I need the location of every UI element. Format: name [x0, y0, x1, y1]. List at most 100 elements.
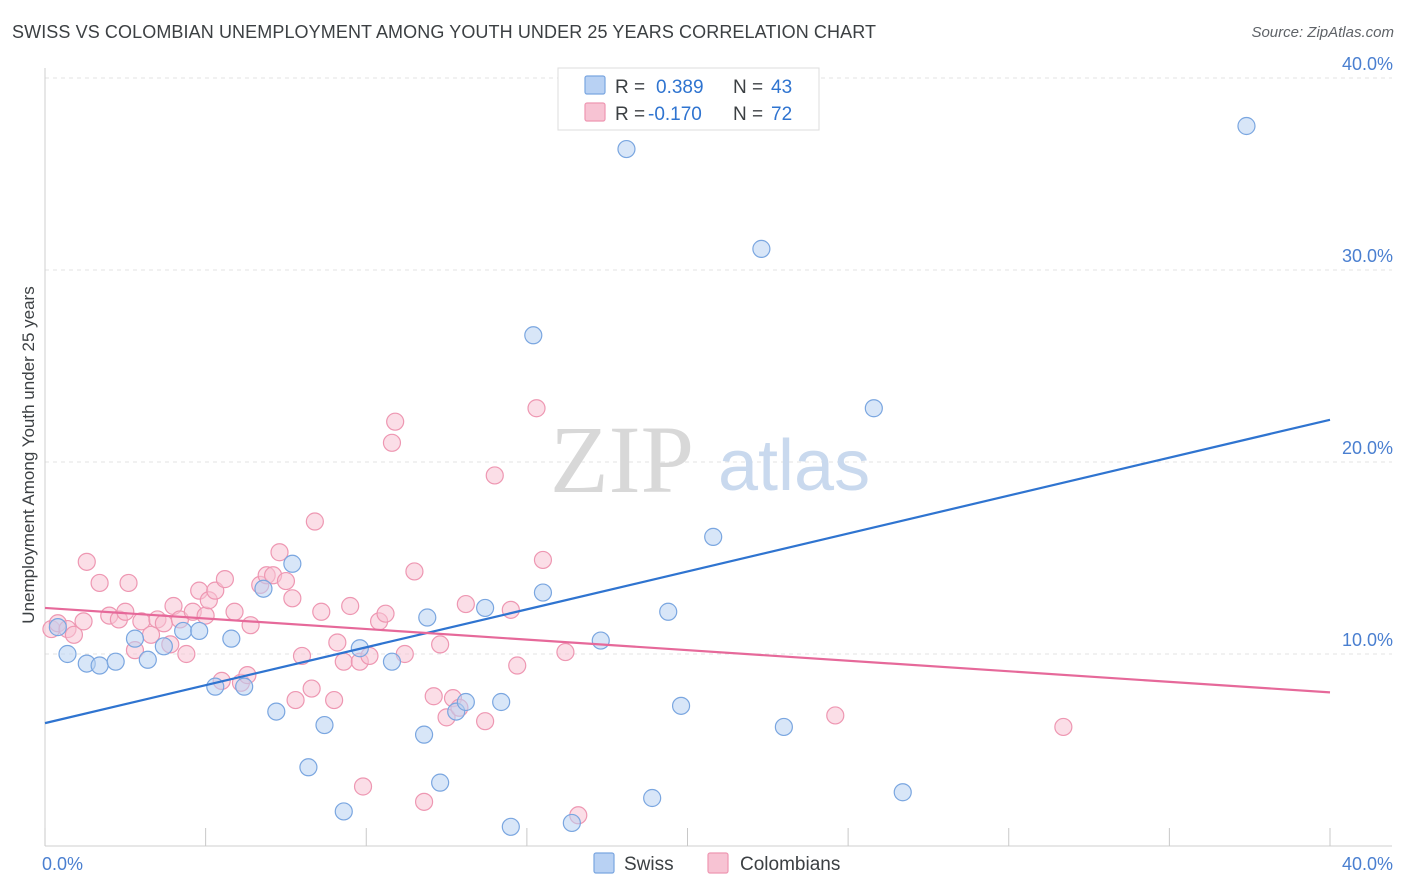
- colombian-point: [341, 596, 360, 616]
- swiss-point: [334, 802, 353, 821]
- chart-title: SWISS VS COLOMBIAN UNEMPLOYMENT AMONG YO…: [12, 22, 877, 42]
- colombian-point: [74, 612, 93, 631]
- swiss-point: [659, 602, 678, 621]
- swiss-point: [222, 629, 241, 648]
- colombian-point: [177, 644, 196, 664]
- colombian-point: [386, 412, 405, 431]
- x-tick-label-min: 0.0%: [42, 854, 83, 874]
- colombian-point: [1054, 717, 1073, 737]
- swiss-point: [174, 621, 193, 641]
- colombian-point: [64, 625, 84, 644]
- swiss-point: [254, 579, 273, 598]
- colombian-point: [405, 562, 424, 581]
- colombian-point: [241, 616, 260, 635]
- swiss-point: [752, 239, 771, 258]
- legend-swiss-n-value: 43: [771, 77, 792, 98]
- swiss-point: [125, 629, 145, 648]
- colombian-point: [826, 706, 845, 725]
- swiss-point: [1237, 116, 1256, 136]
- colombian-point: [382, 433, 402, 452]
- swiss-point: [106, 652, 125, 671]
- swiss-point: [671, 696, 691, 715]
- legend-colombians-r-label: R =: [615, 104, 645, 125]
- legend-swiss-r-value: 0.389: [656, 77, 704, 98]
- swiss-trend-line: [44, 418, 1331, 725]
- y-tick-label: 40.0%: [1342, 54, 1393, 74]
- colombian-point: [328, 633, 347, 652]
- swiss-point: [562, 813, 581, 833]
- colombian-point: [283, 589, 302, 608]
- y-tick-label: 20.0%: [1342, 438, 1393, 458]
- bottom-legend-swiss: Swiss: [624, 854, 674, 875]
- swiss-point: [492, 692, 511, 712]
- source-label: Source: ZipAtlas.com: [1251, 24, 1394, 41]
- legend-colombians-n-value: 72: [771, 104, 792, 125]
- colombian-point: [215, 570, 234, 589]
- colombian-point: [353, 777, 373, 796]
- swiss-point: [893, 783, 912, 802]
- colombian-point: [508, 656, 527, 675]
- swiss-point: [90, 656, 109, 675]
- swiss-point: [476, 598, 495, 618]
- legend-colombians-n-label: N =: [733, 104, 763, 125]
- swiss-point: [533, 583, 553, 602]
- colombian-point: [485, 466, 504, 485]
- watermark-atlas: atlas: [718, 426, 870, 506]
- stats-legend: R = 0.389 N = 43 R = -0.170 N = 72: [557, 67, 820, 131]
- colombian-point: [376, 604, 395, 623]
- swiss-point: [48, 618, 67, 637]
- axes: [44, 68, 1392, 847]
- colombian-point: [286, 690, 305, 710]
- bottom-legend-swatch-colombians: [707, 852, 729, 874]
- swiss-point: [58, 644, 77, 664]
- colombian-point: [312, 602, 331, 621]
- swiss-point: [138, 650, 157, 669]
- swiss-point: [591, 631, 610, 650]
- swiss-point: [382, 652, 402, 671]
- swiss-point: [299, 758, 318, 777]
- x-ticks: [44, 828, 1331, 846]
- y-axis-label: Unemployment Among Youth under 25 years: [19, 286, 38, 623]
- swiss-point: [774, 717, 793, 737]
- swiss-point: [864, 399, 883, 418]
- colombian-point: [456, 594, 475, 614]
- swiss-point: [154, 637, 173, 656]
- series-swiss: [48, 116, 1256, 836]
- trend-lines: [44, 418, 1331, 725]
- colombian-point: [77, 552, 96, 571]
- colombian-point: [305, 512, 324, 531]
- colombian-point: [270, 543, 289, 562]
- legend-swiss-r-label: R =: [615, 77, 645, 98]
- series-colombians: [42, 399, 1073, 825]
- swiss-point: [524, 326, 543, 345]
- swiss-point: [617, 139, 636, 159]
- colombian-point: [196, 606, 215, 625]
- colombian-point: [424, 687, 443, 706]
- colombian-point: [476, 712, 495, 731]
- colombian-point: [154, 614, 173, 633]
- colombian-point: [414, 792, 434, 811]
- colombian-point: [527, 399, 546, 418]
- colombian-point: [90, 573, 109, 593]
- colombian-point: [501, 600, 520, 619]
- x-tick-label-max: 40.0%: [1342, 854, 1393, 874]
- swiss-point: [267, 702, 286, 721]
- watermark: ZIP atlas: [550, 406, 870, 513]
- colombian-point: [334, 652, 353, 671]
- legend-colombians-r-value: -0.170: [648, 104, 702, 125]
- swiss-point: [431, 773, 450, 792]
- legend-swatch-swiss: [584, 75, 606, 95]
- y-tick-label: 10.0%: [1342, 630, 1393, 650]
- swiss-point: [456, 692, 475, 712]
- swiss-point: [190, 621, 209, 641]
- swiss-point: [704, 527, 723, 546]
- colombian-point: [556, 642, 575, 662]
- swiss-point: [235, 677, 254, 696]
- colombian-point: [302, 679, 321, 698]
- swiss-point: [414, 725, 434, 744]
- colombian-point: [276, 571, 296, 591]
- y-tick-labels: 10.0% 20.0% 30.0% 40.0%: [1342, 54, 1393, 650]
- colombian-point: [119, 573, 138, 593]
- colombian-point: [225, 602, 244, 621]
- swiss-point: [418, 608, 437, 627]
